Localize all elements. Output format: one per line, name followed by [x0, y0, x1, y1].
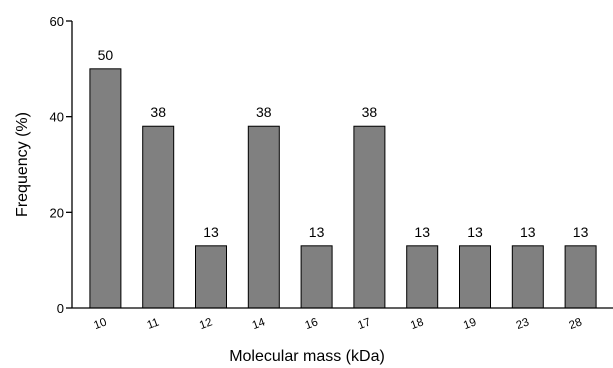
x-tick-label: 10: [92, 316, 108, 332]
x-tick-label: 17: [356, 316, 372, 332]
bar: [564, 245, 597, 309]
data-label: 38: [150, 104, 166, 120]
bar: [300, 245, 333, 309]
x-ticks: 10 11 12 14 16 17 18 19 23 28: [92, 316, 583, 332]
x-tick-label: 19: [462, 316, 478, 332]
bar: [511, 245, 544, 309]
data-label: 13: [309, 224, 325, 240]
data-label: 13: [414, 224, 430, 240]
y-tick-label: 40: [50, 110, 64, 125]
data-label: 38: [362, 104, 378, 120]
bar: [142, 125, 175, 309]
data-label: 13: [573, 224, 589, 240]
bar: [459, 245, 491, 309]
x-tick-label: 11: [146, 316, 161, 331]
bar: [353, 125, 386, 309]
bars: [89, 68, 597, 309]
y-tick-label: 0: [57, 301, 64, 316]
bar: [89, 68, 122, 309]
data-label: 13: [520, 224, 536, 240]
x-tick-label: 16: [304, 316, 320, 332]
x-tick-label: 23: [515, 316, 531, 332]
x-axis-title: Molecular mass (kDa): [229, 348, 385, 365]
data-label: 13: [467, 224, 483, 240]
x-tick-label: 18: [409, 316, 425, 332]
x-tick-label: 14: [251, 316, 268, 332]
bar: [195, 245, 227, 309]
y-ticks: 0 20 40 60: [50, 14, 72, 316]
bar: [247, 125, 280, 309]
y-tick-label: 20: [50, 205, 64, 220]
x-tick-label: 12: [198, 316, 214, 332]
data-label: 50: [98, 47, 114, 63]
bar: [406, 245, 439, 309]
data-labels: 50 38 13 38 13 38 13 13 13 13: [98, 47, 589, 240]
data-label: 13: [203, 224, 219, 240]
data-label: 38: [256, 104, 272, 120]
axes: [71, 21, 613, 309]
y-axis-title: Frequency (%): [14, 112, 31, 217]
y-tick-label: 60: [50, 14, 64, 29]
x-tick-label: 28: [568, 316, 584, 332]
